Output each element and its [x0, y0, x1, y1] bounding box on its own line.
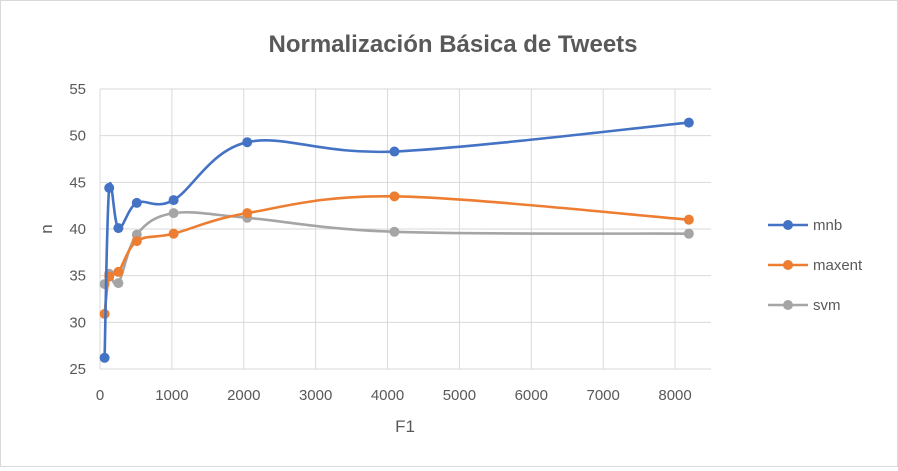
- data-point-mnb: [104, 182, 115, 193]
- data-point-maxent: [113, 266, 124, 277]
- x-tick-label: 4000: [371, 387, 404, 404]
- data-point-svm: [683, 228, 694, 239]
- y-tick-label: 30: [69, 314, 86, 331]
- y-tick-label: 35: [69, 268, 86, 285]
- data-point-mnb: [168, 195, 179, 206]
- legend-item-mnb: mnb: [768, 217, 842, 234]
- data-point-mnb: [389, 146, 400, 157]
- data-point-maxent: [389, 191, 400, 202]
- data-point-mnb: [113, 223, 124, 234]
- y-tick-label: 40: [69, 221, 86, 238]
- legend-swatch-marker: [783, 260, 793, 270]
- data-point-maxent: [242, 208, 253, 219]
- legend-label: svm: [813, 297, 841, 314]
- series-mnb: [99, 117, 694, 363]
- y-tick-label: 55: [69, 81, 86, 98]
- data-point-mnb: [131, 197, 142, 208]
- data-point-maxent: [168, 228, 179, 239]
- x-axis-tick-labels: 0 1000 2000 3000 4000 5000 6000 7000 8000: [96, 387, 692, 404]
- y-axis-title: n: [37, 224, 56, 233]
- data-point-mnb: [99, 352, 110, 363]
- x-tick-label: 2000: [227, 387, 260, 404]
- series-lines: [99, 117, 694, 363]
- x-tick-label: 8000: [658, 387, 691, 404]
- data-point-maxent: [683, 214, 694, 225]
- data-point-svm: [389, 226, 400, 237]
- data-point-svm: [113, 278, 124, 289]
- series-line-maxent: [103, 194, 689, 315]
- series-svm: [99, 208, 694, 290]
- x-tick-label: 7000: [586, 387, 619, 404]
- y-tick-label: 45: [69, 174, 86, 191]
- y-tick-label: 50: [69, 128, 86, 145]
- legend-item-svm: svm: [768, 297, 841, 314]
- y-axis-tick-labels: 25 30 35 40 45 50 55: [69, 81, 86, 378]
- legend-swatch-marker: [783, 300, 793, 310]
- gridlines: [99, 88, 711, 370]
- legend-label: mnb: [813, 217, 842, 234]
- x-tick-label: 5000: [443, 387, 476, 404]
- data-point-mnb: [683, 117, 694, 128]
- legend-item-maxent: maxent: [768, 257, 863, 274]
- data-point-maxent: [131, 236, 142, 247]
- x-tick-label: 0: [96, 387, 104, 404]
- legend: mnb maxent svm: [768, 217, 863, 314]
- data-point-mnb: [242, 137, 253, 148]
- legend-label: maxent: [813, 257, 863, 274]
- chart-title: Normalización Básica de Tweets: [268, 31, 637, 58]
- series-maxent: [99, 191, 694, 319]
- legend-swatch-marker: [783, 220, 793, 230]
- y-tick-label: 25: [69, 361, 86, 378]
- x-axis-title: F1: [395, 417, 415, 436]
- data-point-svm: [168, 208, 179, 219]
- x-tick-label: 3000: [299, 387, 332, 404]
- series-line-svm: [103, 210, 689, 286]
- x-tick-label: 6000: [515, 387, 548, 404]
- x-tick-label: 1000: [155, 387, 188, 404]
